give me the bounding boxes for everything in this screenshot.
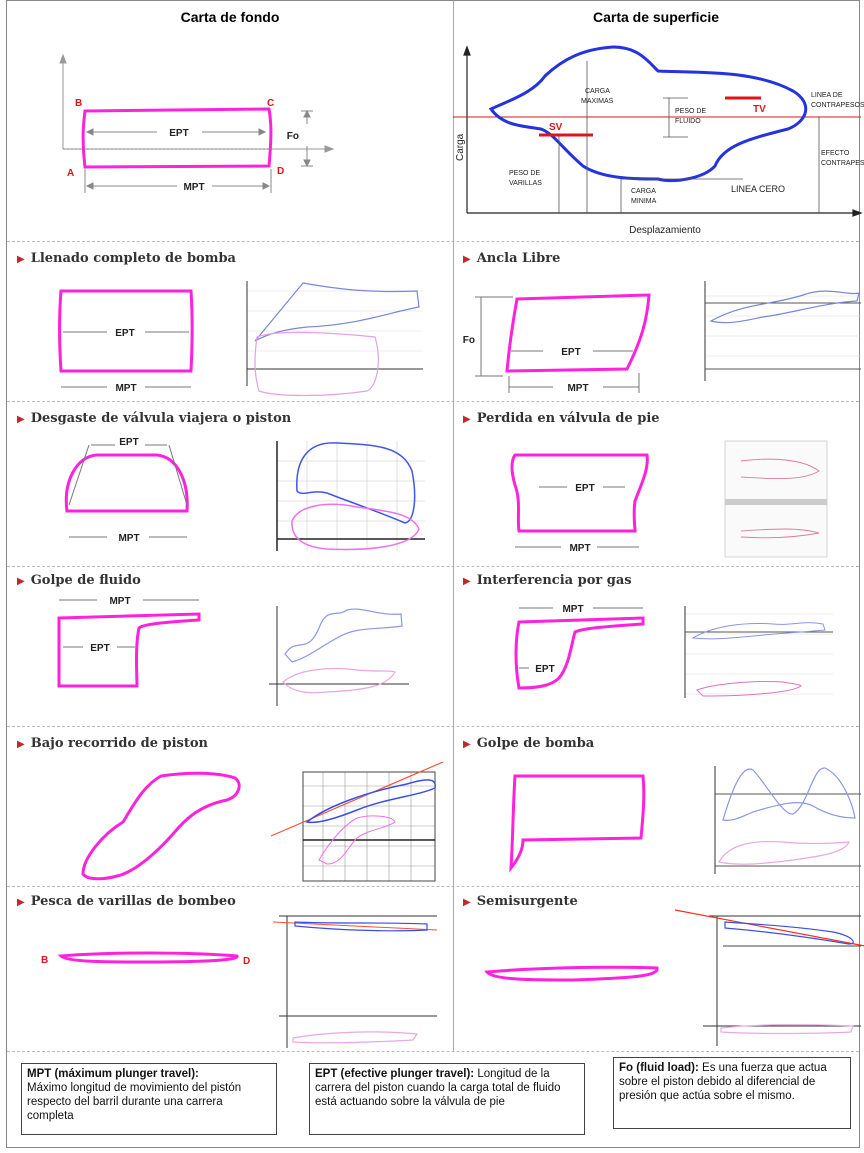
interferencia-gas-card: MPT EPT [514, 604, 833, 698]
panel-title-llenado: ▶ Llenado completo de bomba [17, 251, 236, 266]
linea-cero-label: LINEA CERO [731, 184, 785, 194]
peso-varillas-label: PESO DE VARILLAS [509, 170, 542, 187]
ancla-libre-card: Fo EPT MPT [463, 281, 861, 394]
carga-minima-label: CARGA MINIMA [631, 188, 657, 205]
ept-text: Longitud de la carrera del piston cuando… [315, 1068, 561, 1108]
panel-title-interferencia: ▶ Interferencia por gas [463, 573, 632, 588]
pesca-card: B D [41, 915, 438, 1048]
corner-c-label: C [267, 98, 274, 109]
ancla-mpt: MPT [567, 383, 588, 394]
corner-d-label: D [277, 166, 284, 177]
pesca-b: B [41, 955, 48, 966]
fondo-mpt-label: MPT [183, 182, 204, 193]
mpt-text: Máximo longitud de movimiento del pistón… [27, 1082, 242, 1122]
pesca-d: D [243, 956, 250, 967]
panel-title-desgaste: ▶ Desgaste de válvula viajera o piston [17, 411, 292, 426]
tv-label: TV [753, 104, 766, 115]
bajo-recorrido-card [81, 761, 444, 882]
ept-definition: EPT (efective plunger travel): Longitud … [309, 1063, 585, 1135]
row-divider [7, 241, 859, 242]
perdida-card: EPT MPT [510, 440, 828, 558]
carga-axis-label: Carga [455, 133, 466, 161]
mpt-definition: MPT (máximum plunger travel): Máximo lon… [21, 1063, 277, 1135]
panel-title-bajo-recorrido: ▶ Bajo recorrido de piston [17, 736, 209, 751]
row-divider [7, 886, 859, 887]
sv-label: SV [549, 122, 563, 133]
carta-de-fondo-diagram: EPT MPT Fo B C A D [59, 53, 335, 193]
fo-text: Es una fuerza que actua sobre el piston … [619, 1062, 827, 1102]
ancla-fo: Fo [463, 335, 475, 346]
linea-contrapesos-label: LINEA DE CONTRAPESOS [811, 92, 864, 109]
panel-title-golpe-bomba: ▶ Golpe de bomba [463, 736, 595, 751]
carta-de-superficie-title: Carta de superficie [592, 9, 720, 25]
desgaste-card: EPT MPT [64, 437, 425, 551]
perdida-ept: EPT [575, 483, 594, 494]
fondo-fo-label: Fo [287, 131, 299, 142]
golpe-fluido-card: MPT EPT [57, 596, 409, 706]
row-divider [7, 1051, 859, 1052]
interferencia-mpt: MPT [562, 604, 583, 615]
desgaste-ept: EPT [119, 437, 138, 448]
carga-maxima-label: CARGA MAXIMAS [581, 88, 614, 105]
llenado-mpt: MPT [115, 383, 136, 394]
desgaste-mpt: MPT [118, 533, 139, 544]
panel-title-ancla: ▶ Ancla Libre [463, 251, 561, 266]
llenado-card: EPT MPT [58, 281, 423, 397]
corner-b-label: B [75, 98, 82, 109]
row-divider [7, 566, 859, 567]
perdida-mpt: MPT [569, 543, 590, 554]
interferencia-ept: EPT [535, 664, 554, 675]
corner-a-label: A [67, 168, 74, 179]
golpe-bomba-card [509, 766, 861, 874]
dynamometer-card-sheet: Carta de fondo Carta de superficie EPT M… [6, 0, 864, 1148]
golpe-fluido-mpt: MPT [109, 596, 130, 607]
llenado-ept: EPT [115, 328, 134, 339]
efecto-contrapesos-label: EFECTO CONTRAPES [821, 150, 864, 167]
semisurgente-card [484, 909, 864, 1046]
panel-title-golpe-fluido: ▶ Golpe de fluido [17, 573, 141, 588]
ancla-ept: EPT [561, 347, 580, 358]
desplazamiento-axis-label: Desplazamiento [629, 225, 701, 236]
column-divider [453, 1, 454, 1051]
panel-title-perdida: ▶ Perdida en válvula de pie [463, 411, 660, 426]
panel-title-pesca: ▶ Pesca de varillas de bombeo [17, 894, 236, 909]
golpe-fluido-ept: EPT [90, 643, 109, 654]
fo-term: Fo (fluid load): [619, 1062, 699, 1074]
row-divider [7, 401, 859, 402]
ept-term: EPT (efective plunger travel): [315, 1068, 475, 1080]
peso-fluido-label: PESO DE FLUIDO [675, 108, 706, 125]
carta-de-fondo-title: Carta de fondo [180, 9, 280, 25]
row-divider [7, 726, 859, 727]
fondo-ept-label: EPT [169, 128, 188, 139]
fo-definition: Fo (fluid load): Es una fuerza que actua… [613, 1057, 851, 1129]
panel-title-semisurgente: ▶ Semisurgente [463, 894, 578, 909]
carta-de-superficie-diagram: SV TV CARGA MAXIMAS PESO DE FLUIDO PESO DE… [453, 45, 864, 236]
mpt-term: MPT (máximum plunger travel): [27, 1068, 199, 1080]
